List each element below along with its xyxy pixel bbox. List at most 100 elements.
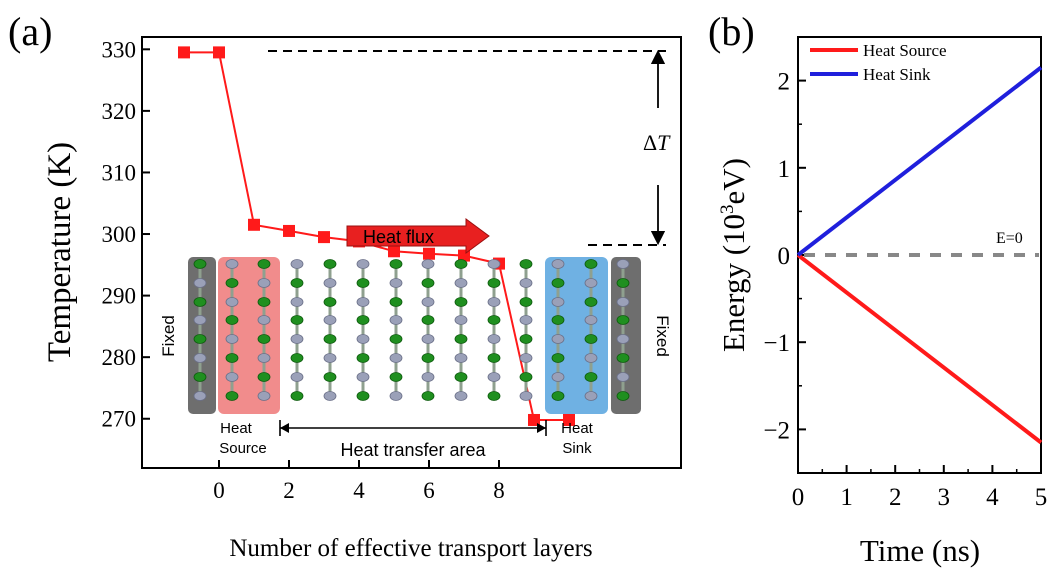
bracket-right-arrow <box>537 423 546 433</box>
temperature-point <box>248 218 260 231</box>
atom <box>519 372 533 382</box>
atom <box>551 278 565 288</box>
atom <box>290 297 304 307</box>
atom <box>356 278 370 288</box>
y-tick-label: 270 <box>102 407 137 432</box>
panel-a-label: (a) <box>8 9 52 54</box>
temperature-point <box>283 224 295 237</box>
atom <box>519 353 533 363</box>
atom <box>519 259 533 269</box>
atom <box>323 334 337 344</box>
atom <box>454 353 468 363</box>
x-tick-label: 4 <box>353 478 365 503</box>
atom <box>257 353 271 363</box>
atom <box>487 278 501 288</box>
atom <box>193 372 207 382</box>
atom <box>193 353 207 363</box>
heat-sink-label-line1: Heat <box>561 420 594 437</box>
atom <box>290 315 304 325</box>
atom <box>323 372 337 382</box>
atom <box>290 334 304 344</box>
heat-sink-line <box>796 65 1043 257</box>
atom <box>454 278 468 288</box>
y-tick-label: 0 <box>778 243 791 270</box>
atom <box>257 372 271 382</box>
zero-energy-label: E=0 <box>996 230 1023 247</box>
atom <box>356 259 370 269</box>
x-tick-label: 3 <box>938 484 951 511</box>
atom <box>551 391 565 401</box>
atom <box>389 315 403 325</box>
energy-series <box>796 65 1043 445</box>
atom <box>323 391 337 401</box>
temperature-point <box>213 46 225 59</box>
panel-b-y-axis-label: Energy (103eV) <box>716 158 751 352</box>
atom <box>421 278 435 288</box>
atom <box>290 353 304 363</box>
atom <box>421 315 435 325</box>
atom <box>389 372 403 382</box>
panel-a-frame <box>141 36 682 469</box>
x-tick-label: 2 <box>889 484 902 511</box>
atom <box>487 372 501 382</box>
heat-sink-label-line2: Sink <box>562 440 592 457</box>
atom <box>356 372 370 382</box>
atom <box>584 391 598 401</box>
atom <box>323 297 337 307</box>
atom <box>584 297 598 307</box>
atom <box>584 259 598 269</box>
atom <box>421 353 435 363</box>
bracket-left-arrow <box>280 423 289 433</box>
atom <box>616 391 630 401</box>
legend-label-heat-source: Heat Source <box>863 41 947 60</box>
atom <box>519 278 533 288</box>
atom <box>323 353 337 363</box>
atom <box>584 334 598 344</box>
panel-b-x-ticks: 0 1 2 3 4 5 <box>792 465 1047 511</box>
atom-columns <box>193 259 630 401</box>
atom <box>551 315 565 325</box>
x-tick-label: 8 <box>493 478 505 503</box>
atom <box>290 259 304 269</box>
atom <box>356 334 370 344</box>
atom <box>225 353 239 363</box>
x-tick-label: 2 <box>283 478 295 503</box>
y-tick-label: 1 <box>778 156 791 183</box>
atom <box>389 259 403 269</box>
y-tick-label: 320 <box>102 99 137 124</box>
heat-source-label-line1: Heat <box>220 420 253 437</box>
atom <box>551 297 565 307</box>
heat-source-label-line2: Source <box>219 440 267 457</box>
temperature-point <box>388 245 400 258</box>
atom <box>519 334 533 344</box>
legend-label-heat-sink: Heat Sink <box>863 65 931 84</box>
atom <box>584 372 598 382</box>
x-tick-label: 4 <box>986 484 999 511</box>
atom <box>487 315 501 325</box>
atom <box>389 391 403 401</box>
panel-a-y-axis-label: Temperature (K) <box>42 142 78 362</box>
atom <box>616 372 630 382</box>
atom <box>193 391 207 401</box>
atom <box>519 297 533 307</box>
panel-b-x-axis-label: Time (ns) <box>860 533 980 568</box>
atom <box>225 372 239 382</box>
atom <box>389 334 403 344</box>
atom <box>454 391 468 401</box>
y-tick-label: 310 <box>102 160 137 185</box>
y-tick-label: 330 <box>102 37 137 62</box>
atom <box>487 334 501 344</box>
atom <box>193 315 207 325</box>
atom <box>551 334 565 344</box>
atom <box>616 334 630 344</box>
atom <box>225 334 239 344</box>
atom <box>421 259 435 269</box>
atom <box>193 259 207 269</box>
temperature-point <box>423 247 435 260</box>
atom <box>454 334 468 344</box>
atom <box>257 315 271 325</box>
atom <box>290 278 304 288</box>
atom <box>616 353 630 363</box>
y-tick-label: 290 <box>102 284 137 309</box>
